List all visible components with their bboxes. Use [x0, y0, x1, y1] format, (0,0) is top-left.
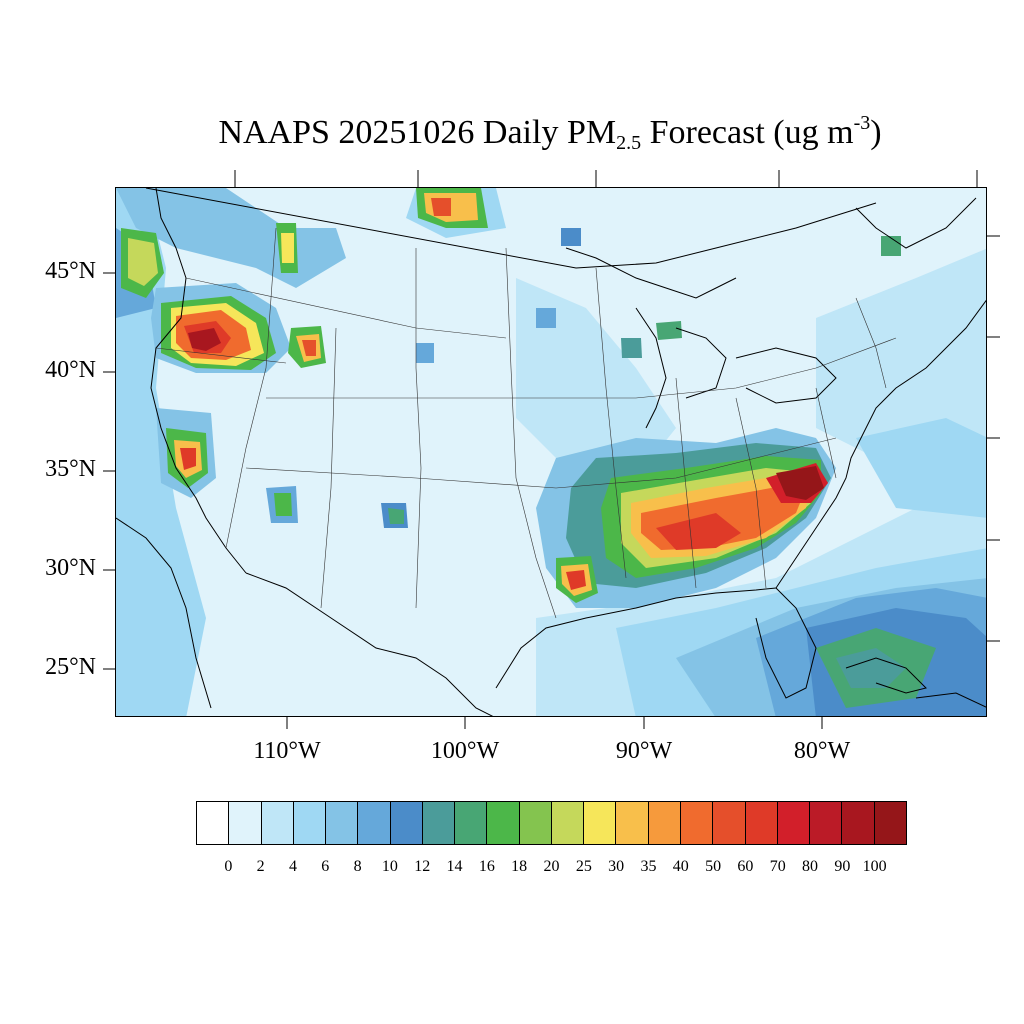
colorbar-swatch — [455, 802, 488, 844]
colorbar-label: 50 — [705, 858, 722, 875]
lat-label-30: 30°N — [45, 555, 96, 581]
colorbar-label: 100 — [862, 858, 887, 875]
lat-label-40: 40°N — [45, 357, 96, 383]
colorbar-label: 20 — [543, 858, 560, 875]
colorbar-swatch — [874, 802, 906, 844]
colorbar-swatch — [261, 802, 294, 844]
colorbar-swatch — [713, 802, 746, 844]
colorbar-swatch — [777, 802, 811, 844]
colorbar-label: 8 — [353, 858, 362, 875]
colorbar-swatch — [616, 802, 649, 844]
colorbar-swatch — [680, 802, 714, 844]
colorbar-swatch — [648, 802, 681, 844]
colorbar-label: 0 — [224, 858, 233, 875]
colorbar-swatch — [745, 802, 778, 844]
lat-label-45: 45°N — [45, 258, 96, 284]
colorbar-label: 70 — [769, 858, 786, 875]
colorbar-swatch — [422, 802, 456, 844]
lat-label-35: 35°N — [45, 456, 96, 482]
map-canvas — [116, 188, 986, 716]
colorbar-label: 6 — [321, 858, 330, 875]
colorbar-swatch — [487, 802, 520, 844]
colorbar-swatch — [197, 802, 230, 844]
state-borders — [155, 227, 897, 619]
lat-label-25: 25°N — [45, 654, 96, 680]
lon-label-100w: 100°W — [430, 738, 500, 764]
lon-label-80w: 80°W — [793, 738, 851, 764]
colorbar-swatch — [293, 802, 327, 844]
colorbar-swatch — [519, 802, 552, 844]
colorbar-label: 30 — [608, 858, 625, 875]
colorbar-label: 10 — [381, 858, 398, 875]
colorbar-swatch — [584, 802, 617, 844]
colorbar-swatch — [358, 802, 391, 844]
colorbar-label: 80 — [802, 858, 819, 875]
colorbar — [196, 801, 907, 845]
concentration-fields — [116, 188, 986, 716]
colorbar-swatch — [229, 802, 262, 844]
colorbar-swatch — [842, 802, 875, 844]
colorbar-label: 25 — [575, 858, 592, 875]
colorbar-label: 12 — [414, 858, 431, 875]
colorbar-label: 16 — [478, 858, 495, 875]
pm25-forecast-map — [115, 187, 987, 717]
colorbar-label: 14 — [446, 858, 463, 875]
colorbar-swatch — [390, 802, 423, 844]
colorbar-label: 90 — [834, 858, 851, 875]
colorbar-label: 4 — [288, 858, 297, 875]
map-title: NAAPS 20251026 Daily PM2.5 Forecast (ug … — [218, 112, 882, 154]
colorbar-label: 35 — [640, 858, 657, 875]
lon-label-90w: 90°W — [615, 738, 673, 764]
colorbar-swatch — [551, 802, 585, 844]
colorbar-label: 2 — [256, 858, 265, 875]
colorbar-label: 18 — [511, 858, 528, 875]
coastlines — [116, 188, 986, 716]
colorbar-label: 40 — [672, 858, 689, 875]
lon-label-110w: 110°W — [253, 738, 321, 764]
colorbar-label: 60 — [737, 858, 754, 875]
colorbar-swatch — [326, 802, 359, 844]
colorbar-swatch — [810, 802, 843, 844]
